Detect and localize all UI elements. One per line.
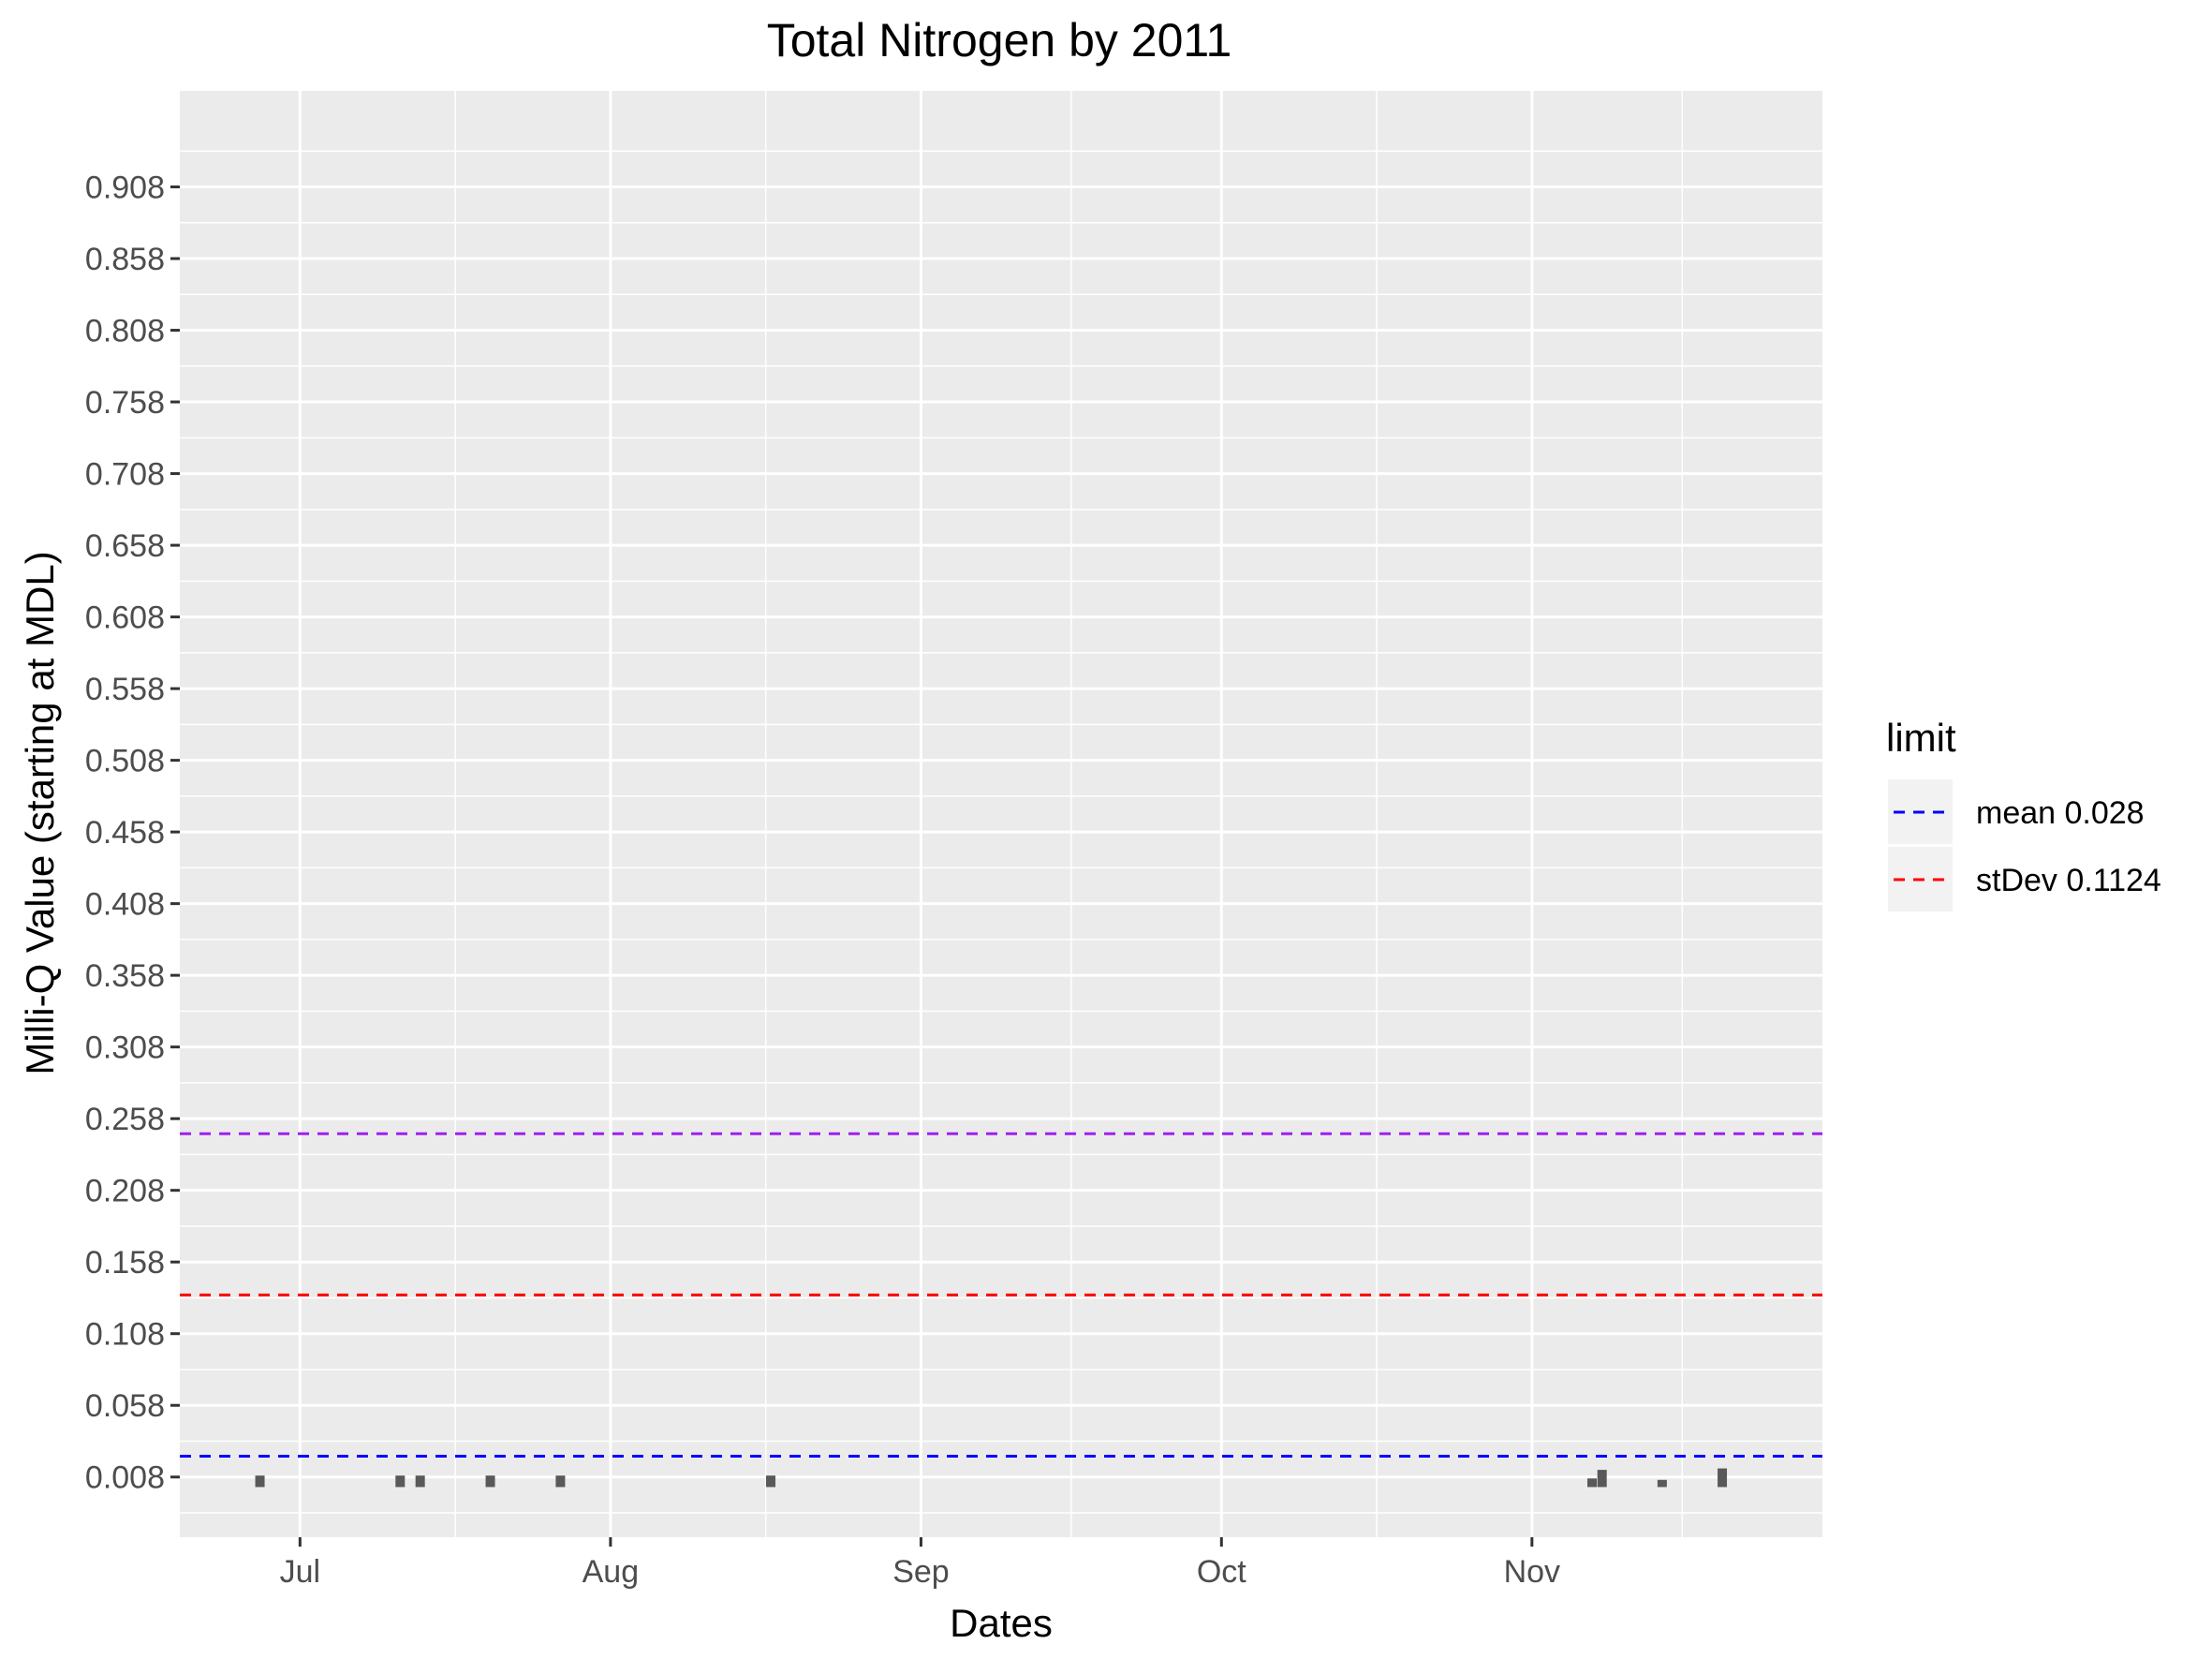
- y-tick-label: 0.208: [85, 1174, 165, 1209]
- bar: [1657, 1479, 1667, 1488]
- bar: [255, 1475, 265, 1488]
- x-tick-label: Oct: [1197, 1554, 1246, 1590]
- bar: [1587, 1478, 1598, 1488]
- bar: [1718, 1468, 1728, 1488]
- bar: [555, 1475, 566, 1488]
- y-tick-label: 0.408: [85, 887, 165, 923]
- legend-entries: mean 0.028 stDev 0.1124: [1888, 779, 2161, 911]
- y-tick-label: 0.508: [85, 744, 165, 779]
- bar: [1597, 1470, 1607, 1488]
- y-tick-label: 0.608: [85, 600, 165, 636]
- y-tick-label: 0.908: [85, 170, 165, 206]
- x-tick-label: Nov: [1504, 1554, 1560, 1590]
- y-tick-label: 0.108: [85, 1317, 165, 1353]
- x-tick-label: Sep: [892, 1554, 950, 1590]
- plot-panel: [180, 91, 1822, 1537]
- x-axis: Jul Aug Sep Oct Nov: [280, 1537, 1560, 1590]
- bars: [255, 1468, 1728, 1488]
- y-tick-label: 0.858: [85, 242, 165, 277]
- x-tick-label: Aug: [582, 1554, 640, 1590]
- y-tick-label: 0.258: [85, 1102, 165, 1137]
- y-tick-label: 0.658: [85, 528, 165, 564]
- y-tick-label: 0.558: [85, 672, 165, 707]
- y-tick-label: 0.708: [85, 457, 165, 493]
- x-axis-label: Dates: [950, 1601, 1053, 1645]
- legend-title: limit: [1886, 716, 1956, 760]
- bar: [395, 1475, 406, 1488]
- chart-title: Total Nitrogen by 2011: [767, 14, 1232, 67]
- y-tick-label: 0.808: [85, 314, 165, 349]
- bar: [766, 1475, 776, 1488]
- y-tick-label: 0.458: [85, 815, 165, 851]
- legend-label: stDev 0.1124: [1976, 863, 2161, 898]
- y-tick-label: 0.158: [85, 1245, 165, 1281]
- x-tick-label: Jul: [280, 1554, 320, 1590]
- y-axis-label: Milli-Q Value (starting at MDL): [18, 551, 62, 1074]
- legend-label: mean 0.028: [1976, 795, 2145, 831]
- y-axis: 0.008 0.058 0.108 0.158 0.208 0.258 0.308 0.358…: [85, 170, 180, 1496]
- y-tick-label: 0.058: [85, 1388, 165, 1424]
- y-tick-label: 0.308: [85, 1030, 165, 1066]
- legend: limit mean 0.028 stDev 0.1124: [1886, 716, 2161, 911]
- bar: [485, 1475, 495, 1488]
- bar: [415, 1475, 425, 1488]
- y-tick-label: 0.008: [85, 1460, 165, 1496]
- y-tick-label: 0.758: [85, 385, 165, 421]
- y-tick-label: 0.358: [85, 958, 165, 994]
